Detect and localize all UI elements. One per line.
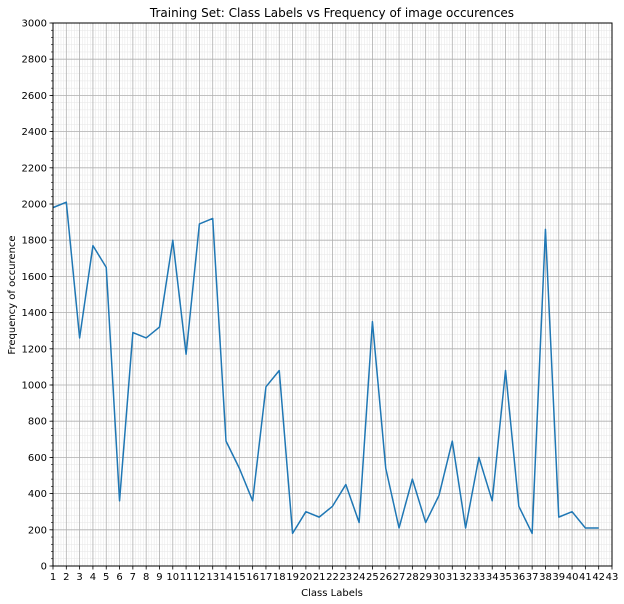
x-tick-label: 30	[433, 572, 446, 583]
x-tick-label: 26	[379, 572, 392, 583]
x-tick-label: 21	[313, 572, 326, 583]
x-tick-label: 37	[526, 572, 539, 583]
y-tick-label: 1400	[22, 308, 47, 319]
ticks: 0200400600800100012001400160018002000220…	[22, 19, 619, 584]
x-tick-label: 15	[233, 572, 246, 583]
x-tick-label: 38	[539, 572, 552, 583]
x-tick-label: 9	[156, 572, 162, 583]
x-tick-label: 13	[206, 572, 219, 583]
y-tick-label: 2800	[22, 55, 47, 66]
y-tick-label: 2000	[22, 200, 47, 211]
x-tick-label: 31	[446, 572, 459, 583]
x-tick-label: 41	[579, 572, 592, 583]
y-tick-label: 3000	[22, 19, 47, 30]
x-tick-label: 29	[419, 572, 432, 583]
y-tick-label: 1000	[22, 381, 47, 392]
x-tick-label: 42	[592, 572, 605, 583]
x-tick-label: 10	[166, 572, 179, 583]
y-tick-label: 2600	[22, 91, 47, 102]
grid	[52, 22, 613, 567]
x-tick-label: 19	[286, 572, 299, 583]
x-tick-label: 39	[552, 572, 565, 583]
x-tick-label: 33	[473, 572, 486, 583]
x-tick-label: 6	[116, 572, 122, 583]
x-tick-label: 35	[499, 572, 512, 583]
x-tick-label: 17	[260, 572, 273, 583]
y-tick-label: 200	[28, 525, 47, 536]
y-tick-label: 400	[28, 489, 47, 500]
x-tick-label: 14	[220, 572, 233, 583]
y-tick-label: 800	[28, 417, 47, 428]
y-tick-label: 1800	[22, 236, 47, 247]
y-tick-label: 1600	[22, 272, 47, 283]
x-tick-label: 3	[76, 572, 82, 583]
x-tick-label: 24	[353, 572, 366, 583]
x-tick-label: 4	[90, 572, 96, 583]
x-tick-label: 8	[143, 572, 149, 583]
x-tick-label: 32	[459, 572, 472, 583]
x-tick-label: 23	[339, 572, 352, 583]
y-tick-label: 1200	[22, 344, 47, 355]
x-tick-label: 34	[486, 572, 499, 583]
x-tick-label: 25	[366, 572, 379, 583]
x-tick-label: 36	[512, 572, 525, 583]
plot-area	[52, 201, 599, 535]
y-axis-label: Frequency of occurence	[7, 235, 18, 354]
x-tick-label: 18	[273, 572, 286, 583]
x-tick-label: 22	[326, 572, 339, 583]
x-tick-label: 20	[300, 572, 313, 583]
x-tick-label: 7	[130, 572, 136, 583]
series-line	[52, 201, 599, 535]
x-tick-label: 12	[193, 572, 206, 583]
chart-title: Training Set: Class Labels vs Frequency …	[149, 6, 514, 20]
x-tick-label: 43	[606, 572, 619, 583]
x-tick-label: 11	[180, 572, 193, 583]
x-tick-label: 5	[103, 572, 109, 583]
x-tick-label: 1	[50, 572, 56, 583]
x-tick-label: 16	[246, 572, 259, 583]
x-tick-label: 40	[566, 572, 579, 583]
x-tick-label: 27	[393, 572, 406, 583]
x-tick-label: 2	[63, 572, 69, 583]
y-tick-label: 0	[41, 562, 47, 573]
x-tick-label: 28	[406, 572, 419, 583]
y-tick-label: 2200	[22, 163, 47, 174]
y-tick-label: 2400	[22, 127, 47, 138]
y-tick-label: 600	[28, 453, 47, 464]
x-axis-label: Class Labels	[301, 588, 363, 599]
